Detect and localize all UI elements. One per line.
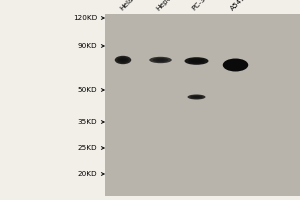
Bar [105, 14, 300, 196]
Ellipse shape [226, 60, 244, 70]
Text: 20KD: 20KD [78, 171, 98, 177]
Ellipse shape [192, 59, 201, 63]
Text: 90KD: 90KD [78, 43, 98, 49]
Ellipse shape [230, 62, 241, 68]
Ellipse shape [153, 58, 168, 62]
Ellipse shape [193, 96, 200, 98]
Text: HepG2: HepG2 [155, 0, 177, 12]
Ellipse shape [188, 58, 205, 64]
Ellipse shape [115, 56, 131, 64]
Text: 25KD: 25KD [78, 145, 98, 151]
Ellipse shape [190, 95, 203, 99]
Ellipse shape [149, 57, 172, 63]
Ellipse shape [117, 57, 129, 63]
Text: A549: A549 [230, 0, 247, 12]
Ellipse shape [188, 95, 206, 99]
Text: PC-3: PC-3 [191, 0, 207, 12]
Ellipse shape [156, 59, 165, 61]
Text: Hela: Hela [119, 0, 135, 12]
Text: 35KD: 35KD [78, 119, 98, 125]
Ellipse shape [184, 57, 208, 65]
Text: 50KD: 50KD [78, 87, 98, 93]
Text: 120KD: 120KD [73, 15, 98, 21]
Ellipse shape [223, 58, 248, 72]
Ellipse shape [120, 58, 126, 62]
